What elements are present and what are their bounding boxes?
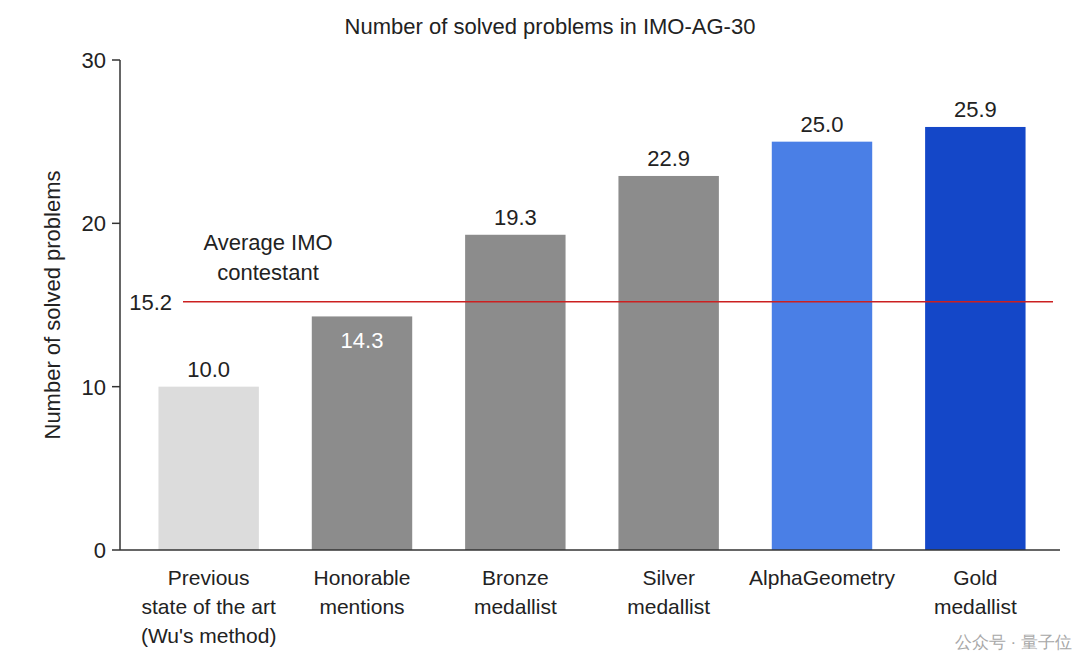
bar — [158, 387, 258, 550]
bar — [925, 127, 1025, 550]
bar — [618, 176, 718, 550]
text-line: mentions — [319, 595, 404, 618]
x-tick-label: Silver medallist — [627, 566, 710, 618]
bars — [158, 127, 1025, 550]
bar — [772, 142, 872, 550]
y-tick — [112, 386, 120, 388]
y-tick — [112, 223, 120, 225]
y-tick-label: 30 — [82, 48, 106, 73]
reference-label: Average IMO contestant — [203, 230, 332, 285]
x-tick-label: Previous state of the art (Wu's method) — [141, 566, 277, 647]
chart: Number of solved problems in IMO-AG-30 Nu… — [0, 0, 1080, 656]
x-tick-label: Honorable mentions — [314, 566, 411, 618]
x-tick-label: Bronze medallist — [474, 566, 557, 618]
text-line: (Wu's method) — [141, 624, 277, 647]
x-tick-label: AlphaGeometry — [749, 566, 895, 589]
text-line: medallist — [627, 595, 710, 618]
text-line: Bronze — [482, 566, 549, 589]
x-tick-label: Gold medallist — [934, 566, 1017, 618]
text-line: Previous — [168, 566, 250, 589]
data-label: 25.0 — [801, 112, 844, 137]
data-label: 22.9 — [647, 146, 690, 171]
text-line: Average IMO — [203, 230, 332, 255]
watermark: 公众号 · 量子位 — [955, 633, 1072, 652]
text-line: AlphaGeometry — [749, 566, 895, 589]
y-tick-label: 0 — [94, 538, 106, 563]
bar — [465, 235, 565, 550]
data-label: 25.9 — [954, 97, 997, 122]
y-axis-label: Number of solved problems — [40, 170, 65, 439]
data-label: 10.0 — [187, 357, 230, 382]
text-line: Honorable — [314, 566, 411, 589]
y-axis-line — [119, 60, 121, 550]
title: Number of solved problems in IMO-AG-30 — [345, 14, 756, 39]
text-line: medallist — [474, 595, 557, 618]
bar — [312, 316, 412, 550]
text-line: Silver — [642, 566, 695, 589]
y-tick — [112, 549, 120, 551]
reference-line — [183, 301, 1053, 303]
reference-value: 15.2 — [129, 290, 172, 315]
data-label: 14.3 — [341, 328, 384, 353]
x-axis-line — [120, 549, 1060, 551]
y-tick-label: 10 — [82, 375, 106, 400]
text-line: contestant — [217, 260, 319, 285]
text-line: state of the art — [142, 595, 276, 618]
data-label: 19.3 — [494, 205, 537, 230]
y-tick-label: 20 — [82, 211, 106, 236]
text-line: medallist — [934, 595, 1017, 618]
y-tick — [112, 59, 120, 61]
text-line: Gold — [953, 566, 997, 589]
